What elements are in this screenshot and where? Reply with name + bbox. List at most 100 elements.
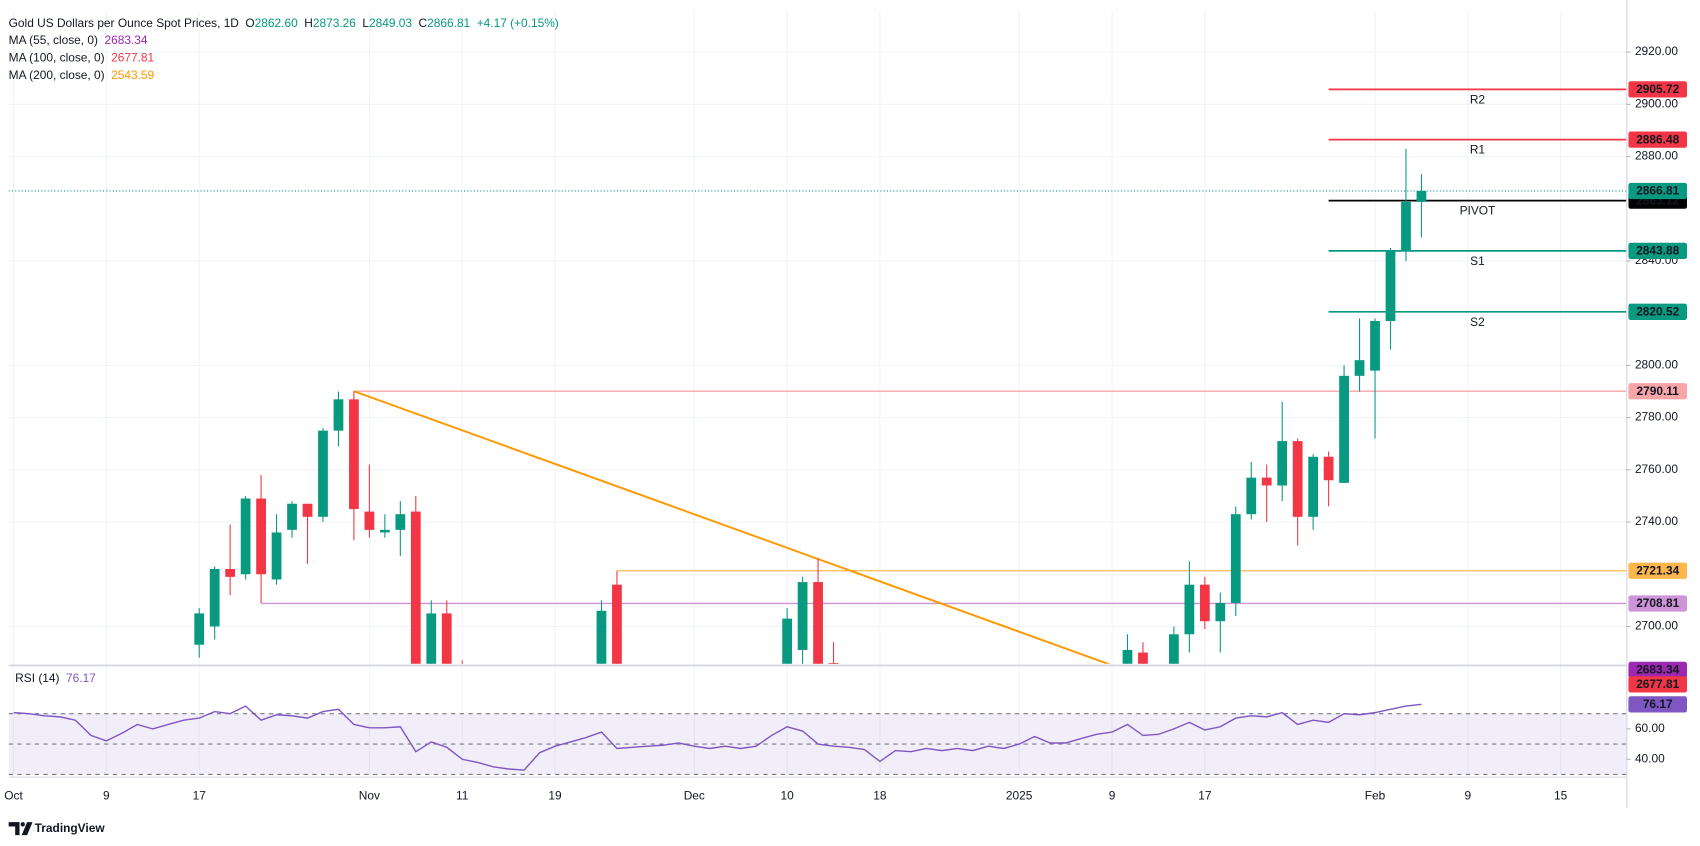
- candle-body: [1184, 584, 1195, 635]
- candle-body: [1370, 320, 1380, 371]
- candle-body: [782, 618, 792, 664]
- price-badge: [1628, 131, 1687, 148]
- candle-body: [1169, 634, 1179, 664]
- candle-body: [1246, 477, 1257, 515]
- y-tick-label: 2780.00: [1635, 410, 1678, 424]
- x-tick-label: Oct: [4, 788, 23, 802]
- chart-title: Gold US Dollars per Ounce Spot Prices, 1…: [9, 16, 240, 30]
- candle-body: [797, 582, 808, 650]
- x-tick-label: Nov: [359, 788, 380, 802]
- candle-body: [1308, 456, 1319, 517]
- price-badge: [1628, 676, 1687, 693]
- candle-body: [287, 503, 297, 530]
- x-tick-label: 9: [103, 788, 110, 802]
- candle-body: [395, 514, 406, 530]
- ohlc-value: 2849.03: [369, 16, 412, 30]
- y-tick-label: 2800.00: [1635, 358, 1678, 372]
- candle-body: [813, 582, 823, 664]
- candle-body: [1230, 514, 1241, 603]
- ma-legend-value: 2683.34: [105, 33, 148, 47]
- candle-body: [1138, 652, 1148, 664]
- price-badge: [1628, 661, 1687, 679]
- price-badge: [1628, 383, 1687, 400]
- price-badge: [1628, 303, 1687, 320]
- pivot-label: R2: [1470, 92, 1486, 106]
- price-badges: 2790.112721.342708.812905.722886.482863.…: [1628, 81, 1687, 713]
- candle-body: [1416, 190, 1427, 202]
- price-badge-label: 2683.34: [1636, 663, 1679, 677]
- candle-body: [256, 498, 266, 575]
- price-pane: R2 R1 PIVOT S1 S2: [8, 88, 1627, 664]
- ohlc-value: +4.17 (+0.15%): [477, 16, 559, 30]
- pivot-label: S2: [1470, 315, 1485, 329]
- price-badge-label: 76.17: [1643, 697, 1673, 711]
- rsi-name: RSI (14): [15, 671, 59, 685]
- logo-icon: [8, 822, 33, 836]
- candle-body: [1215, 602, 1226, 622]
- candle-body: [225, 569, 236, 577]
- candle-body: [240, 498, 251, 575]
- candle-body: [1277, 441, 1288, 486]
- candle-body: [1199, 584, 1210, 622]
- trendline: [353, 390, 1111, 664]
- ohlc-value: 2862.60: [255, 16, 298, 30]
- candle-body: [1354, 360, 1365, 376]
- price-badge-label: 2843.88: [1636, 244, 1679, 258]
- ohlc-key: O: [245, 16, 254, 30]
- x-tick-label: 18: [873, 788, 887, 802]
- ohlc-key: L: [362, 16, 369, 30]
- price-badge-label: 2866.81: [1636, 184, 1679, 198]
- rsi-line: [13, 703, 1422, 771]
- ohlc-value: 2873.26: [313, 16, 356, 30]
- y-tick-label: 2760.00: [1635, 462, 1678, 476]
- ma-legend-name: MA (200, close, 0): [9, 68, 105, 82]
- x-tick-label: Dec: [684, 788, 705, 802]
- chart-header: Gold US Dollars per Ounce Spot Prices, 1…: [9, 16, 559, 30]
- x-tick-label: 9: [1465, 788, 1472, 802]
- pivot-label: PIVOT: [1460, 204, 1496, 218]
- rsi-header: RSI (14) 76.17: [15, 671, 96, 685]
- price-badge-label: 2677.81: [1636, 677, 1679, 691]
- y-tick-label: 2740.00: [1635, 514, 1678, 528]
- x-tick-label: 11: [456, 788, 469, 802]
- price-badge: [1628, 182, 1687, 200]
- x-tick-label: 19: [548, 788, 562, 802]
- ma-legend: MA (55, close, 0) 2683.34: [9, 33, 148, 47]
- ma-legend-name: MA (55, close, 0): [9, 33, 98, 47]
- ma-legend-name: MA (100, close, 0): [9, 51, 105, 65]
- x-tick-label: 10: [780, 788, 794, 802]
- x-tick-label: 15: [1554, 788, 1568, 802]
- y-tick-label: 2880.00: [1635, 149, 1678, 163]
- price-badge-label: 2790.11: [1637, 384, 1680, 398]
- candle-body: [318, 430, 328, 517]
- x-tick-label: 17: [193, 788, 207, 802]
- y-tick-label: 2900.00: [1635, 96, 1678, 110]
- candle-body: [1122, 649, 1133, 664]
- candle-body: [1292, 441, 1303, 517]
- ohlc-key: C: [419, 16, 428, 30]
- price-badge: [1628, 81, 1687, 98]
- price-badge-label: 2905.72: [1636, 82, 1679, 96]
- ma-legend: MA (200, close, 0) 2543.59: [9, 68, 155, 82]
- candle-body: [271, 532, 282, 580]
- candle-body: [379, 529, 390, 533]
- price-badge-label: 2721.34: [1636, 563, 1679, 577]
- rsi-value: 76.17: [66, 671, 96, 685]
- y-tick-label: 2920.00: [1635, 44, 1678, 58]
- pivot-label: S1: [1470, 254, 1485, 268]
- candle-body: [828, 663, 839, 664]
- logo: TradingView: [8, 821, 106, 836]
- rsi-pane: [8, 703, 1627, 776]
- candle-body: [410, 511, 421, 664]
- ohlc-value: 2866.81: [427, 16, 470, 30]
- logo-text: TradingView: [35, 821, 106, 835]
- candle-body: [1339, 375, 1349, 483]
- x-tick-label: 17: [1198, 788, 1212, 802]
- candle-body: [349, 399, 359, 509]
- candle-body: [426, 613, 437, 664]
- x-tick-label: 2025: [1006, 788, 1033, 802]
- pivot-label: R1: [1470, 143, 1486, 157]
- price-badge-label: 2708.81: [1636, 596, 1679, 610]
